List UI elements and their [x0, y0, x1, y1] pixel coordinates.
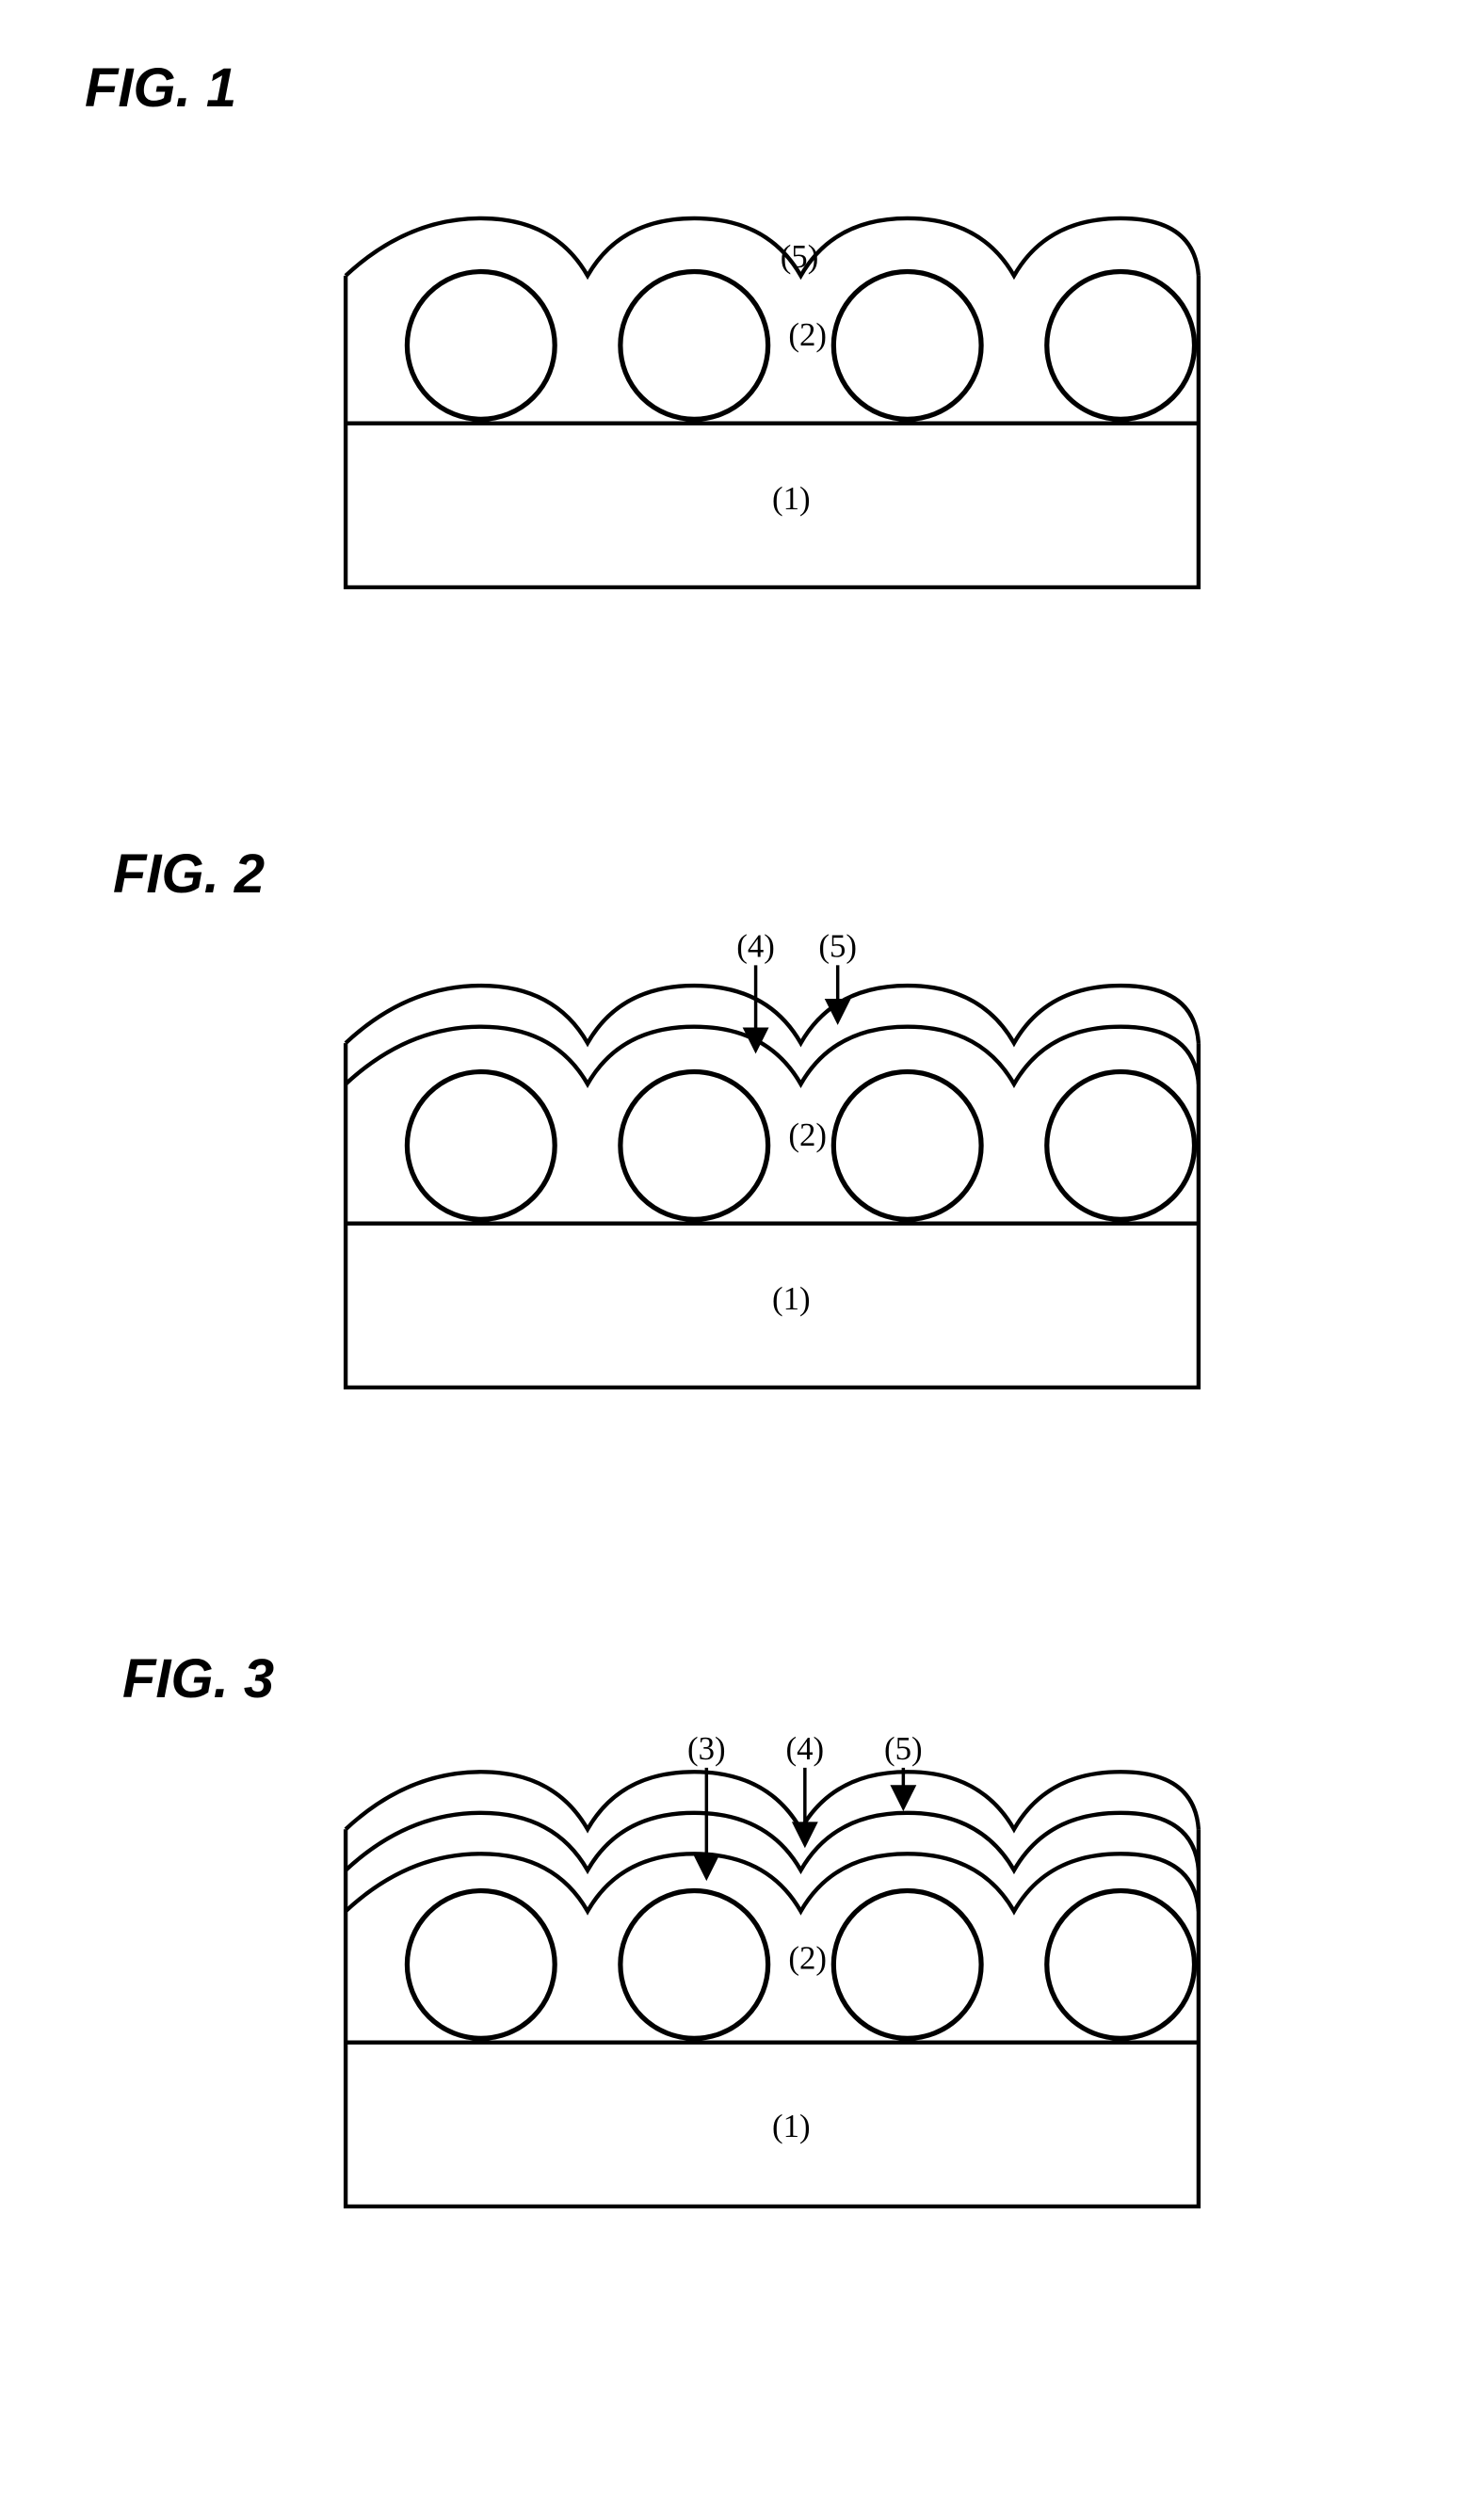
svg-text:(2): (2) [788, 1116, 827, 1153]
svg-text:(1): (1) [772, 480, 811, 517]
svg-text:(4): (4) [786, 1730, 825, 1767]
fig2-panel: (4) (5) (2) (1) [282, 904, 1262, 1412]
svg-text:(2): (2) [788, 1939, 827, 1976]
fig3-title: FIG. 3 [122, 1647, 274, 1710]
fig1-panel: (5) (2) (1) [282, 104, 1262, 612]
fig3-panel: (3) (4) (5) (2) (1) [282, 1723, 1262, 2231]
svg-text:(1): (1) [772, 2108, 811, 2144]
svg-text:(5): (5) [884, 1730, 923, 1767]
svg-text:(4): (4) [736, 928, 775, 965]
svg-text:(5): (5) [818, 928, 857, 965]
svg-text:(2): (2) [788, 316, 827, 353]
svg-text:(1): (1) [772, 1280, 811, 1317]
svg-text:(3): (3) [687, 1730, 726, 1767]
fig2-title: FIG. 2 [113, 843, 265, 906]
svg-text:(5): (5) [781, 238, 819, 275]
fig1-title: FIG. 1 [85, 56, 236, 120]
